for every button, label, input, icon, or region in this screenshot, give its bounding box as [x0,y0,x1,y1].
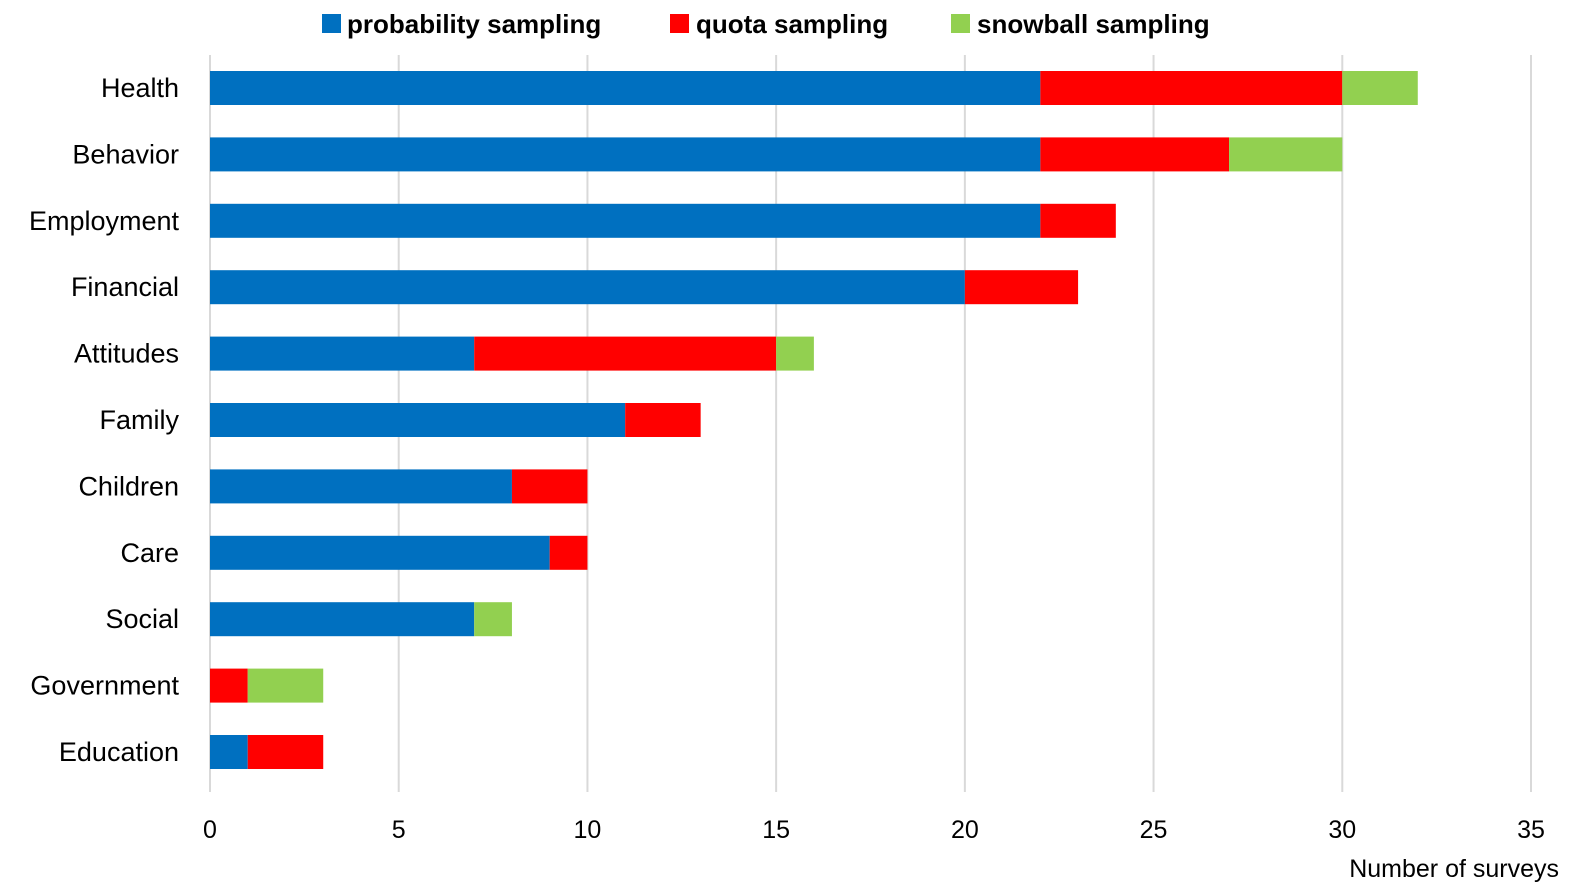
category-label-social: Social [105,604,179,634]
bar-attitudes-snowball-sampling [776,336,814,371]
bar-government-quota-sampling [210,668,248,703]
x-tick-label-25: 25 [1140,816,1168,844]
bar-attitudes-quota-sampling [474,336,777,371]
category-label-care: Care [120,538,179,568]
category-label-children: Children [78,471,179,501]
bar-health-snowball-sampling [1342,71,1418,105]
bar-attitudes-probability-sampling [210,336,475,371]
bar-health-quota-sampling [1040,71,1343,105]
x-tick-label-10: 10 [574,816,602,844]
category-labels: Health Behavior Employment Financial Attitud… [29,73,180,767]
bar-family-quota-sampling [625,403,701,437]
bar-children-probability-sampling [210,469,512,504]
bars [210,71,1418,769]
bar-behavior-quota-sampling [1040,137,1230,172]
bar-family-probability-sampling [210,403,626,437]
category-label-family: Family [100,405,180,435]
category-label-attitudes: Attitudes [74,339,179,369]
category-label-health: Health [101,73,179,103]
category-label-education: Education [59,737,179,767]
x-tick-label-35: 35 [1517,816,1545,844]
bar-financial-quota-sampling [964,270,1079,305]
category-label-employment: Employment [29,206,180,236]
bar-care-quota-sampling [549,535,588,570]
bar-education-probability-sampling [210,735,248,769]
x-tick-label-0: 0 [203,816,217,844]
bar-government-snowball-sampling [247,668,324,703]
bar-employment-quota-sampling [1040,203,1116,238]
bar-health-probability-sampling [210,71,1041,105]
x-axis-title: Number of surveys [1349,855,1559,883]
x-tick-labels: 0 5 10 15 20 25 30 35 [203,816,1545,844]
bar-social-snowball-sampling [474,602,512,637]
bar-social-probability-sampling [210,602,475,637]
legend-swatch-quota-sampling [670,14,689,33]
x-tick-label-15: 15 [762,816,790,844]
x-tick-label-30: 30 [1328,816,1356,844]
legend-label-probability-sampling: probability sampling [347,9,601,39]
legend-swatch-probability-sampling [322,14,341,33]
category-label-government: Government [30,671,179,701]
legend: probability sampling quota sampling snowba… [322,9,1210,39]
category-label-behavior: Behavior [72,139,179,169]
bar-behavior-probability-sampling [210,137,1041,172]
x-tick-label-5: 5 [392,816,406,844]
bar-behavior-snowball-sampling [1229,137,1343,172]
legend-swatch-snowball-sampling [951,14,970,33]
bar-employment-probability-sampling [210,203,1041,238]
bar-children-quota-sampling [511,469,588,504]
bar-financial-probability-sampling [210,270,965,305]
category-label-financial: Financial [71,272,179,302]
bar-care-probability-sampling [210,535,550,570]
legend-label-quota-sampling: quota sampling [696,9,888,39]
bar-education-quota-sampling [247,735,324,769]
legend-label-snowball-sampling: snowball sampling [977,9,1210,39]
x-tick-label-20: 20 [951,816,979,844]
